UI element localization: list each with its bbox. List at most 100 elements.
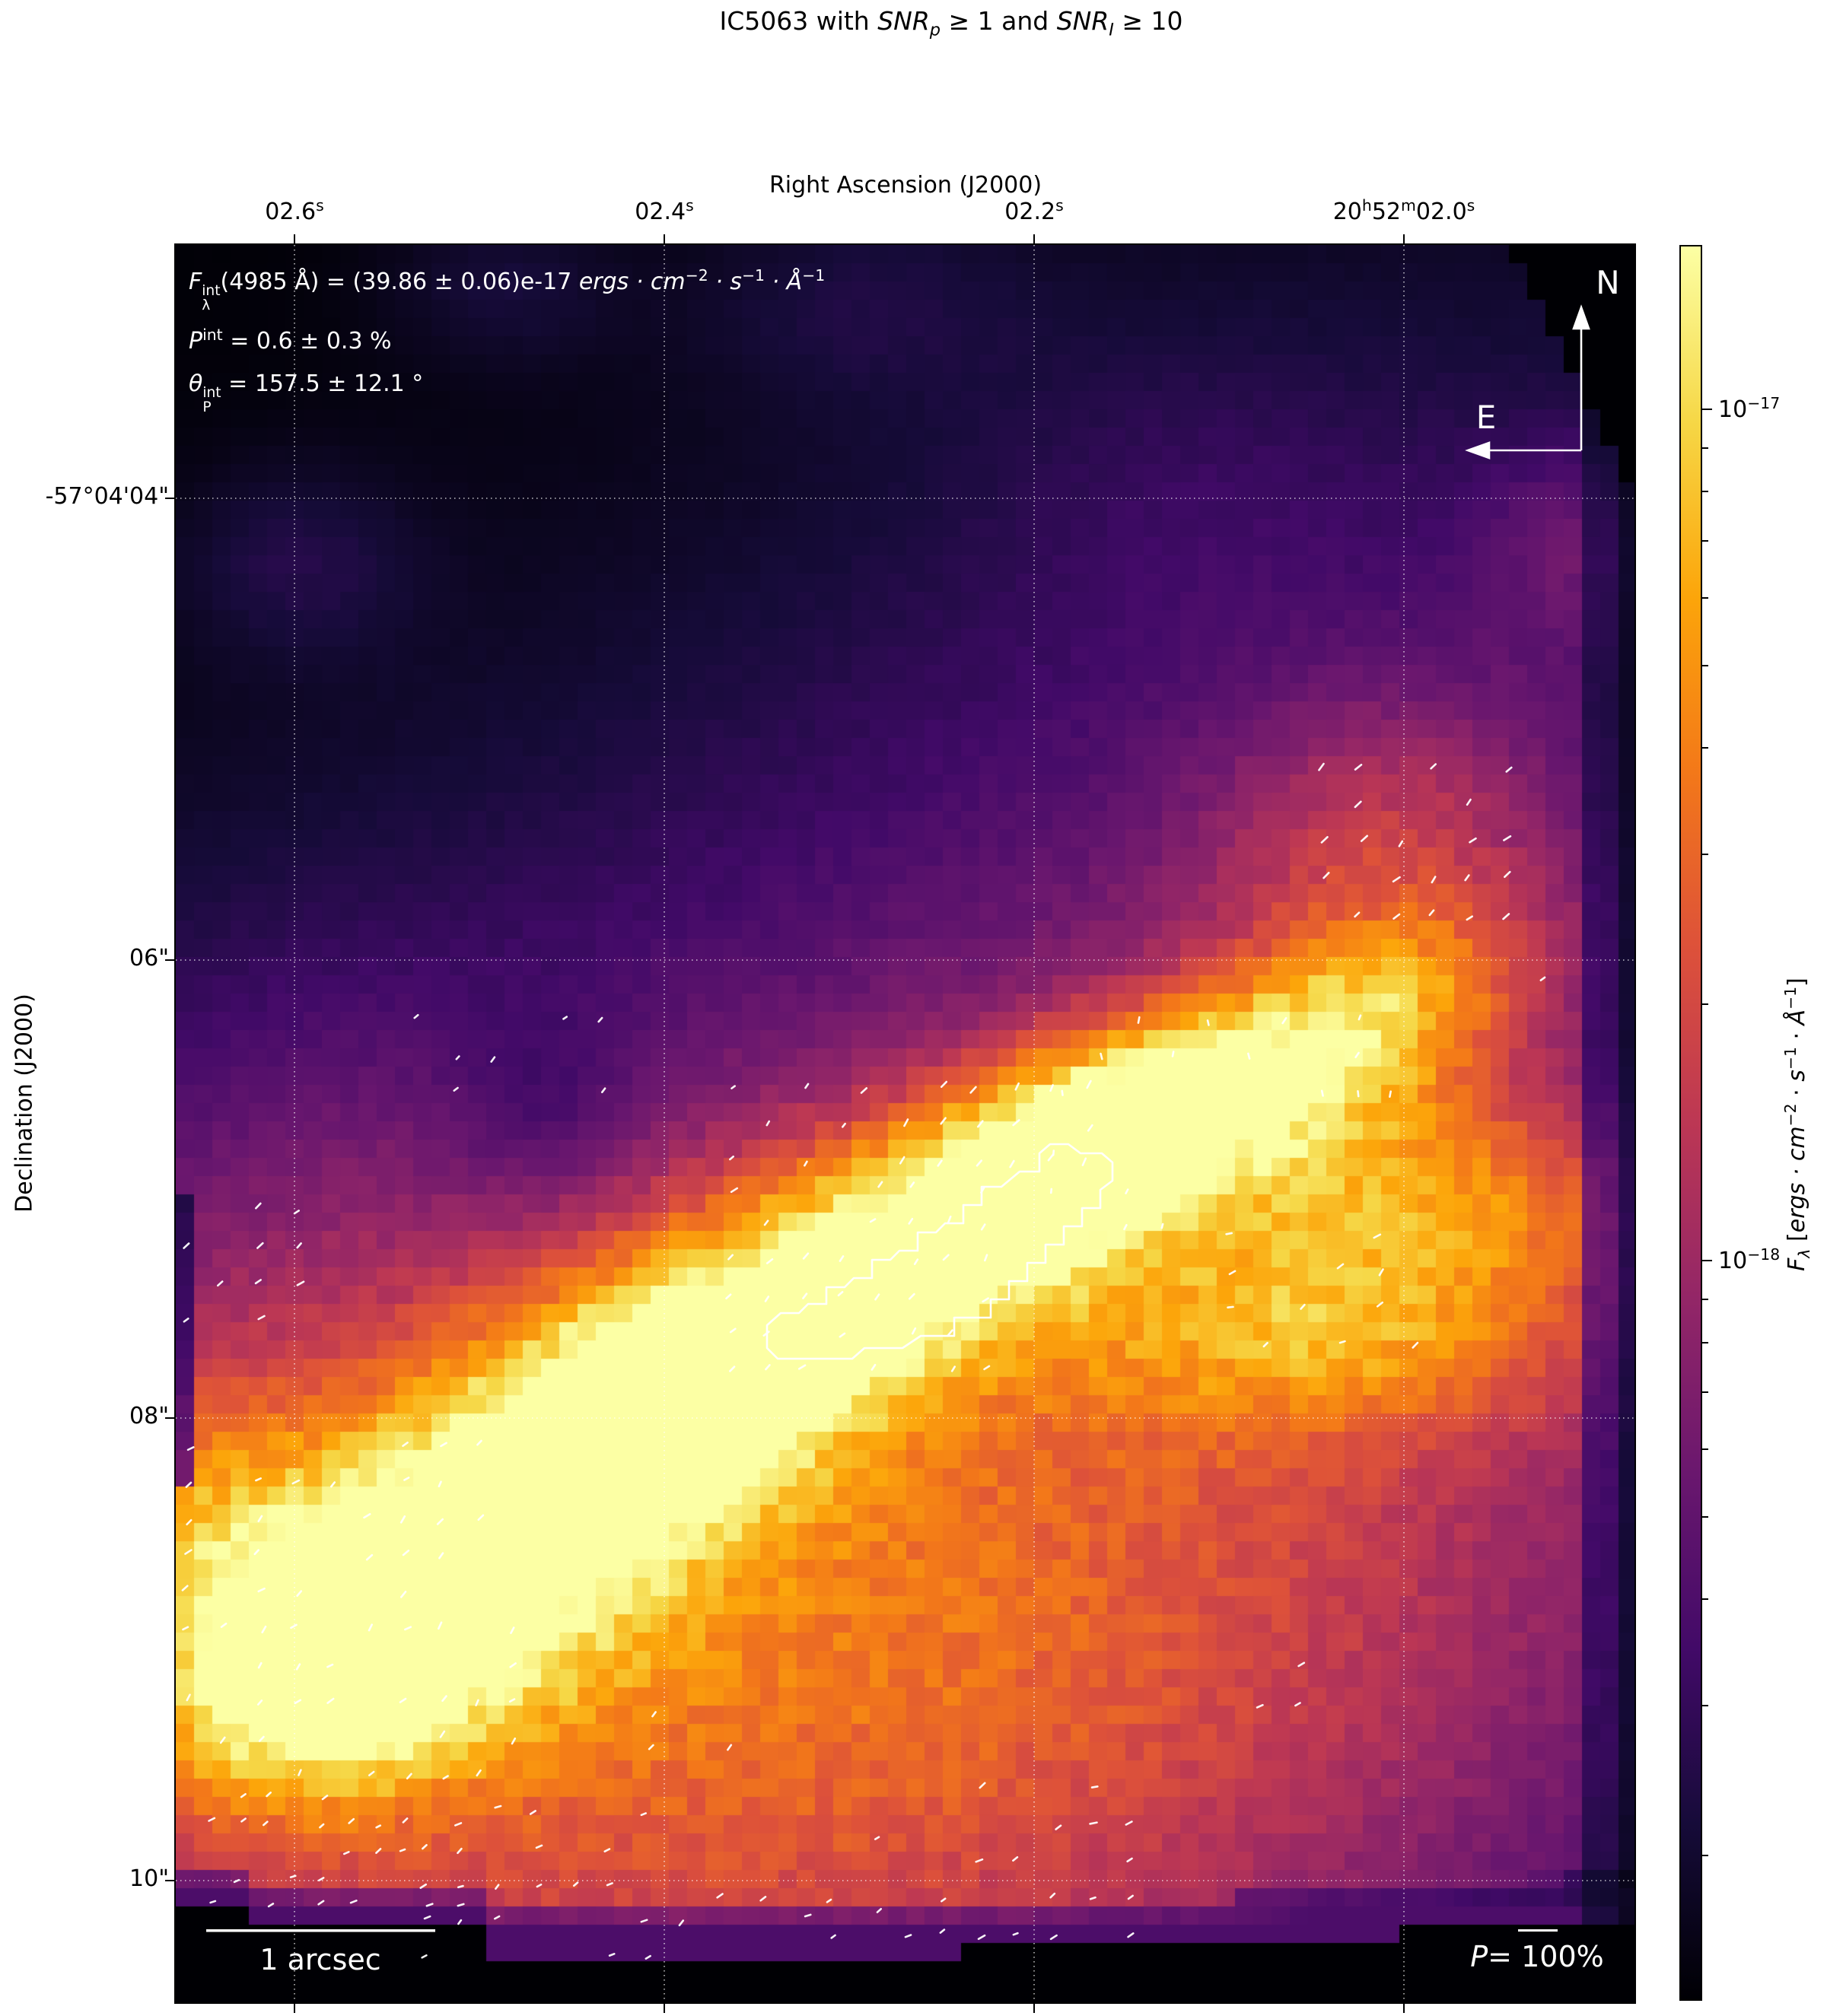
polarization-vector — [1389, 1090, 1392, 1098]
polarization-vector — [290, 1623, 298, 1630]
polarization-vector — [476, 1769, 482, 1777]
polarization-vector — [1049, 1892, 1056, 1899]
polarization-vector — [1300, 1303, 1306, 1310]
polarization-vector — [1123, 1223, 1128, 1231]
polarization-vector — [871, 1363, 877, 1371]
polarization-vector — [942, 1254, 950, 1261]
polarization-vector — [182, 1626, 189, 1631]
polarization-vector — [510, 1626, 515, 1634]
polarization-vector — [980, 1223, 986, 1231]
polarization-vector — [1466, 798, 1472, 806]
polarization-vector — [1049, 1188, 1053, 1194]
polarization-vector — [181, 1585, 189, 1591]
polarization-vector — [1090, 1785, 1099, 1789]
polarization-vector — [442, 1775, 449, 1780]
polarization-vector — [983, 1254, 988, 1262]
x-tick-mark-bottom — [1403, 2002, 1405, 2013]
colorbar-minor-tick — [1702, 1515, 1708, 1518]
polarization-vector — [765, 1258, 774, 1264]
pol-angle-annotation-line: θ int P = 157.5 ± 12.1 ° — [189, 370, 424, 415]
polarization-vector — [291, 1479, 301, 1485]
colorbar-minor-tick — [1702, 1003, 1708, 1006]
polarization-vector — [678, 1919, 685, 1927]
polarization-vector — [375, 1847, 382, 1854]
polarization-vector — [536, 1883, 543, 1888]
compass-east-label: E — [1475, 399, 1497, 436]
polarization-vector — [1354, 763, 1363, 771]
x-tick-label: 02.2s — [1004, 196, 1064, 225]
polarization-vector — [1320, 1089, 1324, 1097]
polarization-vector — [493, 1915, 501, 1920]
polarization-vector — [183, 1242, 190, 1249]
polarization-vector — [329, 1481, 336, 1488]
polarization-vector — [983, 1365, 991, 1371]
polarization-vector — [1052, 1150, 1055, 1156]
polarization-vector — [1431, 876, 1437, 884]
polarization-vector — [1256, 1703, 1264, 1709]
polarization-vector — [413, 1013, 419, 1019]
polarization-vector — [1393, 913, 1401, 920]
polarization-vector — [296, 1590, 303, 1597]
colorbar-tick-label: 10−17 — [1718, 394, 1781, 423]
polarization-vector — [296, 1280, 305, 1286]
polarization-vector — [860, 1087, 868, 1094]
p-legend-label: P= 100% — [1470, 1940, 1604, 1973]
figure-title: IC5063 with SNRp ≥ 1 and SNRI ≥ 10 — [719, 6, 1183, 40]
polarization-vector — [941, 1897, 947, 1903]
polarization-vector — [455, 1055, 460, 1060]
colorbar-tick-label: 10−18 — [1718, 1245, 1781, 1274]
polarization-vector — [1009, 1159, 1015, 1169]
polarization-vector — [899, 1156, 906, 1165]
polarization-vector — [363, 1512, 371, 1519]
polarization-vector — [1125, 1188, 1129, 1194]
polarization-vector — [349, 1900, 358, 1904]
polarization-vector — [233, 1878, 240, 1884]
polarization-vector — [255, 1477, 263, 1482]
polarization-vector — [908, 1217, 914, 1225]
polarization-vector — [947, 1329, 953, 1337]
polarization-vector — [289, 1874, 297, 1878]
polarization-vector — [258, 1735, 265, 1742]
polarization-vector — [648, 1744, 654, 1750]
polarization-vector — [317, 1900, 325, 1906]
polarization-vector — [911, 1327, 917, 1335]
polarization-vector — [457, 1847, 463, 1855]
polarization-vector — [209, 1900, 217, 1904]
polarization-vector — [365, 1553, 374, 1561]
x-tick-mark-top — [1033, 234, 1035, 245]
plot-overlay — [176, 245, 1634, 2002]
polarization-vector — [1086, 1080, 1092, 1089]
polarization-vector — [1061, 1089, 1064, 1096]
polarization-vector — [651, 1711, 657, 1718]
polarization-vector — [802, 1293, 808, 1299]
y-tick-label: 08" — [129, 1403, 169, 1429]
polarization-vector — [830, 1934, 836, 1939]
polarization-vector — [1503, 835, 1512, 841]
polarization-vector — [1127, 1932, 1135, 1938]
polarization-vector — [457, 1884, 464, 1889]
polarization-vector — [402, 1549, 410, 1557]
polarization-vector — [1318, 762, 1325, 771]
polarization-vector — [261, 1625, 267, 1634]
polarization-vector — [903, 1118, 909, 1127]
polarization-vector — [298, 1769, 302, 1776]
polarization-vector — [348, 1817, 355, 1824]
polarization-vector — [186, 1518, 193, 1526]
compass-arrows-icon — [1465, 304, 1590, 459]
polarization-vector — [842, 1122, 846, 1128]
polarization-vector — [950, 1366, 956, 1372]
polarization-vector — [216, 1280, 224, 1287]
polarization-vector — [399, 1590, 407, 1598]
polarization-vector — [940, 1080, 948, 1089]
colorbar-minor-tick — [1702, 1342, 1708, 1344]
polarization-vector — [185, 1481, 193, 1488]
polarization-vector — [874, 1836, 880, 1840]
polarization-vector — [490, 1056, 496, 1063]
colorbar-minor-tick — [1702, 1705, 1708, 1707]
polarization-vector — [1464, 874, 1470, 882]
polarization-vector — [477, 1514, 485, 1521]
polarization-vector — [253, 1549, 259, 1556]
polarization-vector — [1049, 1934, 1058, 1941]
polarization-vector — [1338, 1340, 1346, 1344]
wcs-gridlines — [176, 245, 1634, 2002]
